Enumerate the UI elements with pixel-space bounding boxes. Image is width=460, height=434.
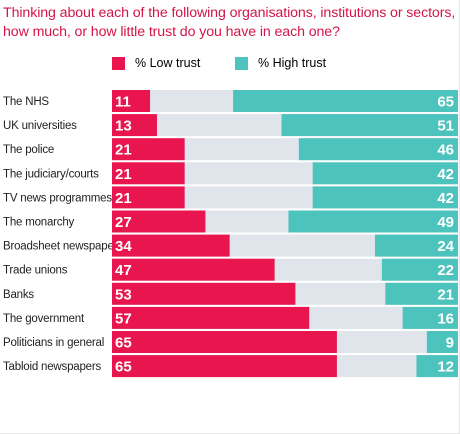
bar-low-trust <box>112 210 206 233</box>
data-label-low-trust: 57 <box>115 310 132 327</box>
category-label: The NHS <box>3 96 49 108</box>
bar-high-trust <box>416 355 458 378</box>
category-label: Tabloid newspapers <box>3 361 101 373</box>
category-label: Politicians in general <box>3 337 104 349</box>
data-label-high-trust: 12 <box>437 359 454 376</box>
legend-item-high-trust: % High trust <box>235 56 326 70</box>
category-label: Trade unions <box>3 265 68 277</box>
data-label-high-trust: 65 <box>437 94 454 111</box>
bar-low-trust <box>112 114 157 137</box>
data-label-high-trust: 46 <box>437 142 454 159</box>
bar-high-trust <box>385 282 458 305</box>
data-label-high-trust: 51 <box>437 118 454 135</box>
bar-high-trust <box>298 138 458 161</box>
data-label-high-trust: 42 <box>437 190 454 207</box>
data-label-high-trust: 21 <box>437 286 454 303</box>
category-label: The police <box>3 144 54 156</box>
legend-item-low-trust: % Low trust <box>112 56 200 70</box>
category-label: The judiciary/courts <box>3 168 99 180</box>
bar-high-trust <box>233 90 458 112</box>
bar-high-trust <box>374 234 458 257</box>
bar-high-trust <box>288 210 458 233</box>
category-label: UK universities <box>3 120 77 132</box>
legend-swatch-low-trust <box>112 56 125 70</box>
data-label-high-trust: 42 <box>437 166 454 183</box>
data-label-low-trust: 13 <box>115 118 132 135</box>
data-label-low-trust: 53 <box>115 286 132 303</box>
bar-high-trust <box>312 186 458 209</box>
legend-label-low-trust: % Low trust <box>135 56 201 70</box>
data-label-low-trust: 21 <box>115 190 132 207</box>
data-label-high-trust: 49 <box>437 214 454 231</box>
bar-low-trust <box>112 234 230 257</box>
bar-low-trust <box>112 331 337 353</box>
data-label-low-trust: 65 <box>115 359 132 376</box>
data-label-high-trust: 24 <box>437 238 454 255</box>
bar-low-trust <box>112 90 151 112</box>
bar-low-trust <box>112 162 185 185</box>
data-label-low-trust: 27 <box>115 214 132 231</box>
bar-high-trust <box>381 258 458 281</box>
data-label-low-trust: 65 <box>115 335 132 352</box>
category-label: Broadsheet newspapers <box>3 241 123 253</box>
legend-swatch-high-trust <box>235 56 248 70</box>
category-label: The government <box>3 313 85 325</box>
data-label-low-trust: 34 <box>115 238 132 255</box>
bar-low-trust <box>112 282 296 305</box>
bar-high-trust <box>312 162 458 185</box>
data-label-low-trust: 21 <box>115 166 132 183</box>
bar-high-trust <box>426 331 458 353</box>
bar-low-trust <box>112 258 275 281</box>
data-label-low-trust: 21 <box>115 142 132 159</box>
category-label: TV news programmes <box>3 192 112 204</box>
chart-title: Thinking about each of the following org… <box>3 5 456 40</box>
bar-low-trust <box>112 186 185 209</box>
bar-high-trust <box>402 306 458 329</box>
bar-high-trust <box>281 114 458 137</box>
category-label: The monarchy <box>3 217 75 229</box>
legend-label-high-trust: % High trust <box>258 56 327 70</box>
data-label-high-trust: 9 <box>446 335 454 352</box>
bar-low-trust <box>112 306 310 329</box>
bar-low-trust <box>112 355 337 378</box>
category-label: Banks <box>3 289 34 301</box>
data-label-high-trust: 16 <box>437 310 454 327</box>
data-label-low-trust: 47 <box>115 262 132 279</box>
bar-low-trust <box>112 138 185 161</box>
data-label-low-trust: 11 <box>115 94 131 111</box>
data-label-high-trust: 22 <box>437 262 454 279</box>
